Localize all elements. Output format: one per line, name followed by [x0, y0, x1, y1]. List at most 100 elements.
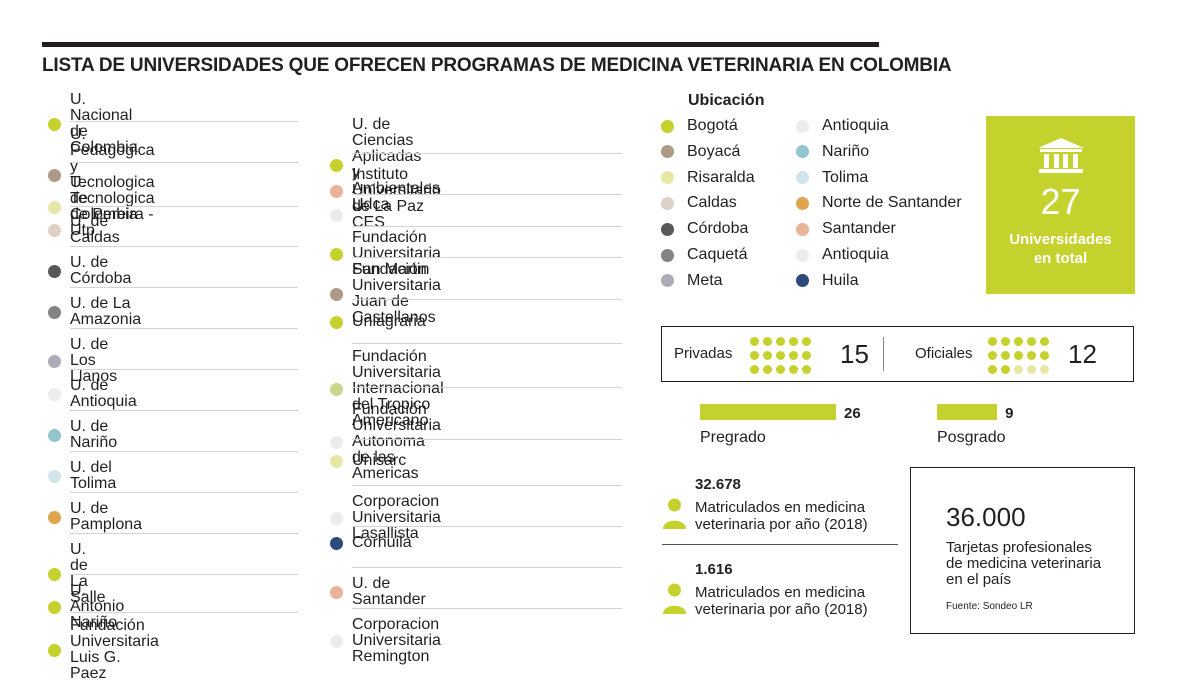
- location-legend-item: Meta: [661, 272, 723, 290]
- list-item: U. de Los Llanos: [48, 337, 117, 385]
- university-name: U. de Ciencias Aplicadas y Ambientales U…: [352, 116, 441, 213]
- university-name: U. de Santander: [352, 575, 426, 608]
- unit-dot: [1040, 365, 1049, 374]
- row-divider: [70, 450, 298, 452]
- total-label-text: Universidades en total: [1009, 231, 1112, 267]
- source-note: Fuente: Sondeo LR: [946, 601, 1033, 612]
- color-dot-icon: [48, 387, 61, 401]
- location-name: Meta: [687, 271, 723, 289]
- tarjetas-box: 36.000 Tarjetas profesionales de medicin…: [910, 467, 1135, 634]
- list-item: U. Nacional de Colombia: [48, 92, 138, 156]
- unit-dot: [750, 337, 759, 346]
- color-dot-icon: [48, 117, 61, 131]
- unit-dot: [1027, 351, 1036, 360]
- color-dot-icon: [796, 248, 809, 262]
- university-name: Fundación Universitaria Luis G. Paez: [70, 617, 159, 682]
- university-name: U. Antonio Nariño: [70, 582, 125, 631]
- unit-dot: [776, 351, 785, 360]
- pregrado-value: 26: [844, 405, 861, 422]
- pregrado-label: Pregrado: [700, 429, 766, 446]
- row-divider: [352, 386, 622, 388]
- unit-dot: [789, 337, 798, 346]
- divider: [883, 337, 884, 371]
- unit-dot: [988, 365, 997, 374]
- color-dot-icon: [48, 354, 61, 368]
- university-name: U. de Córdoba: [70, 254, 132, 287]
- color-dot-icon: [330, 208, 343, 222]
- privadas-label: Privadas: [674, 345, 733, 362]
- unit-dot: [988, 337, 997, 346]
- color-dot-icon: [661, 196, 674, 210]
- unit-dot: [763, 365, 772, 374]
- row-divider: [70, 611, 298, 613]
- location-name: Bogotá: [687, 117, 738, 134]
- type-breakdown-box: Privadas 15 Oficiales 12: [661, 326, 1134, 382]
- list-item: U. de Nariño: [48, 419, 117, 451]
- matriculados-1-value: 32.678: [695, 476, 741, 493]
- list-item: Corporacion Universitaria Remington: [330, 617, 441, 665]
- row-divider: [352, 525, 622, 527]
- row-divider: [352, 299, 622, 300]
- list-item: U. de Ciencias Aplicadas y Ambientales U…: [330, 117, 440, 213]
- location-name: Córdoba: [687, 220, 749, 238]
- row-divider: [70, 120, 298, 122]
- row-divider: [352, 607, 622, 609]
- color-dot-icon: [48, 305, 61, 319]
- list-item: U. de La Amazonia: [48, 296, 141, 328]
- privadas-value: 15: [840, 339, 869, 369]
- color-dot-icon: [330, 435, 343, 449]
- list-item: U. de Antioquia: [48, 378, 137, 410]
- color-dot-icon: [330, 158, 343, 172]
- color-dot-icon: [330, 382, 343, 396]
- color-dot-icon: [330, 634, 343, 648]
- row-divider: [70, 286, 298, 288]
- location-name: Boyacá: [687, 142, 741, 160]
- list-item: U. de La Salle: [48, 542, 106, 606]
- person-icon: [663, 583, 686, 614]
- row-divider: [70, 368, 298, 370]
- unit-dot: [750, 351, 759, 360]
- matriculados-2-value: 1.616: [695, 561, 733, 578]
- list-item: Fundación Universitaria Juan de Castella…: [330, 262, 441, 326]
- color-dot-icon: [796, 274, 809, 288]
- university-name: U. de Caldas: [70, 213, 120, 246]
- university-name: Fundación Universitaria Autonoma de las …: [352, 401, 441, 482]
- location-name: Caldas: [687, 194, 737, 212]
- location-legend-item: Norte de Santander: [796, 194, 962, 212]
- color-dot-icon: [796, 145, 809, 159]
- university-name: Unisarc: [352, 452, 407, 469]
- color-dot-icon: [48, 428, 61, 442]
- row-divider: [352, 342, 622, 344]
- color-dot-icon: [330, 585, 343, 599]
- color-dot-icon: [48, 223, 61, 237]
- tarjetas-value: 36.000: [946, 502, 1026, 532]
- color-dot-icon: [48, 168, 61, 182]
- location-legend-item: Antioquia: [796, 117, 889, 135]
- ubicacion-title: Ubicación: [688, 92, 765, 109]
- color-dot-icon: [48, 600, 61, 614]
- list-item: Fundación Universitaria Luis G. Paez: [48, 618, 159, 682]
- location-name: Caquetá: [687, 246, 748, 263]
- location-legend-item: Antioquia: [796, 246, 889, 264]
- university-building-icon: [1038, 138, 1084, 173]
- unit-dot: [1040, 351, 1049, 360]
- color-dot-icon: [661, 274, 674, 288]
- location-legend-item: Huila: [796, 272, 858, 290]
- location-legend-item: Caldas: [661, 194, 737, 212]
- list-item: U. del Tolima: [48, 460, 116, 492]
- university-name: U. de Pamplona: [70, 500, 143, 533]
- unit-dot: [776, 337, 785, 346]
- location-name: Antioquia: [822, 246, 889, 263]
- separator-line: [662, 544, 898, 545]
- unit-dot: [1014, 337, 1023, 346]
- page-title: LISTA DE UNIVERSIDADES QUE OFRECEN PROGR…: [42, 55, 952, 76]
- row-divider: [70, 205, 298, 207]
- list-item: U. de Pamplona: [48, 501, 142, 533]
- location-name: Nariño: [822, 142, 870, 160]
- location-name: Risaralda: [687, 168, 755, 186]
- oficiales-dots: [988, 337, 1049, 374]
- university-name: U. de La Amazonia: [70, 295, 142, 328]
- row-divider: [352, 153, 622, 154]
- top-rule: [42, 42, 879, 47]
- university-name: U. Pedagogica y Tecnologica de Colombia: [70, 126, 155, 223]
